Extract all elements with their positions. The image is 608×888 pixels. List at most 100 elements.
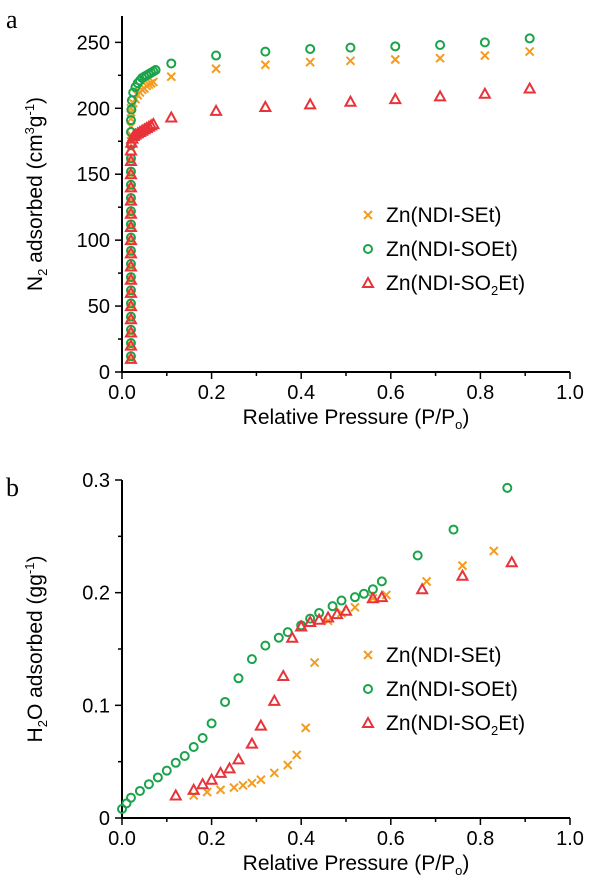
data-point <box>524 33 535 44</box>
data-point <box>309 657 320 668</box>
data-point <box>375 590 389 603</box>
data-point <box>126 274 136 285</box>
data-point <box>126 314 136 324</box>
series-triangle <box>124 81 537 364</box>
data-point <box>522 81 537 94</box>
data-point <box>350 602 360 613</box>
data-point <box>269 768 280 778</box>
x-tick-label: 0.0 <box>108 382 136 404</box>
x-axis-label: Relative Pressure (P/Po) <box>243 852 470 878</box>
data-point <box>126 209 136 219</box>
legend-entry-part: Et) <box>498 712 525 735</box>
data-point <box>188 742 199 753</box>
legend-marker <box>363 684 373 694</box>
x-axis-label: Relative Pressure (P/Po) <box>243 406 470 432</box>
data-point <box>254 718 268 731</box>
data-point <box>126 222 136 232</box>
data-point <box>211 64 221 74</box>
data-point <box>478 86 492 99</box>
data-point <box>124 219 138 232</box>
panel-letter: a <box>6 5 18 34</box>
data-point <box>202 787 212 797</box>
data-point <box>126 261 136 272</box>
data-point <box>479 37 490 48</box>
data-point <box>345 42 356 53</box>
data-point <box>169 788 183 801</box>
y-axis-label-part: N <box>24 276 47 291</box>
y-axis-label-part: ) <box>24 97 47 104</box>
y-tick-label: 250 <box>77 32 110 54</box>
data-point <box>166 71 176 82</box>
data-point <box>415 582 429 595</box>
legend-entry: Zn(NDI-SO2Et) <box>386 272 525 298</box>
data-point <box>349 592 360 603</box>
data-point <box>124 193 138 206</box>
data-point <box>366 591 380 604</box>
data-point <box>124 338 138 351</box>
series-circle <box>117 482 513 814</box>
data-point <box>124 259 138 272</box>
data-point <box>126 156 136 166</box>
data-point <box>276 668 290 682</box>
x-axis-label-part: Relative Pressure (P/P <box>243 406 455 429</box>
x-tick-label: 0.2 <box>198 828 226 850</box>
data-point <box>303 97 317 110</box>
data-point <box>312 612 326 625</box>
y-tick-label: 50 <box>88 296 110 318</box>
data-point <box>247 778 257 788</box>
y-axis-label-part: ) <box>24 556 47 563</box>
data-point <box>125 792 136 803</box>
data-point <box>245 736 259 749</box>
panel-b: b 0.0 0.2 0.4 0.6 0.8 1.0 0 0.1 0.2 0.3 Relative Pr… <box>6 470 584 878</box>
data-point <box>126 340 136 351</box>
series-triangle <box>169 555 519 801</box>
legend-entry-part: Zn(NDI-SO <box>386 272 491 295</box>
data-point <box>124 167 138 180</box>
data-point <box>390 41 401 52</box>
data-point <box>448 524 459 535</box>
data-point <box>489 546 499 556</box>
data-point <box>343 94 358 107</box>
data-point <box>143 779 154 790</box>
data-point <box>126 301 136 311</box>
y-tick-label: 0.3 <box>82 470 110 492</box>
data-point <box>124 246 138 259</box>
legend-entry: Zn(NDI-SEt) <box>386 204 502 227</box>
data-point <box>213 765 228 778</box>
legend-marker <box>361 275 375 288</box>
data-point <box>233 673 244 684</box>
data-point <box>204 772 219 785</box>
legend-marker <box>361 715 375 728</box>
data-point <box>238 780 248 791</box>
data-point <box>126 182 136 193</box>
data-point <box>220 696 231 707</box>
data-point <box>305 613 316 624</box>
data-point <box>330 607 344 620</box>
data-point <box>300 723 311 733</box>
y-axis-label-part: 2 <box>35 269 50 276</box>
y-tick-label: 200 <box>77 98 110 120</box>
legend-entry-part: 2 <box>491 283 498 298</box>
panel-letter: b <box>6 473 19 502</box>
y-tick-label: 0.2 <box>82 583 110 605</box>
data-point <box>294 619 308 632</box>
data-point <box>124 312 138 325</box>
data-point <box>124 351 138 364</box>
data-point <box>126 354 136 364</box>
data-point <box>124 143 138 156</box>
x-tick-label: 1.0 <box>556 382 584 404</box>
x-tick-label: 0.8 <box>466 382 494 404</box>
data-point <box>368 593 378 604</box>
data-point <box>358 588 369 599</box>
data-point <box>170 757 181 768</box>
x-tick-label: 0.4 <box>287 382 315 404</box>
legend-marker <box>363 650 373 660</box>
data-point <box>142 119 156 132</box>
legend-entry-part: Zn(NDI-SEt) <box>386 204 502 227</box>
data-point <box>505 555 519 568</box>
y-axis-label-part: 2 <box>35 720 50 727</box>
data-point <box>321 610 335 623</box>
data-point <box>457 560 468 571</box>
data-point <box>260 46 271 57</box>
legend-entry: Zn(NDI-SEt) <box>386 644 502 667</box>
